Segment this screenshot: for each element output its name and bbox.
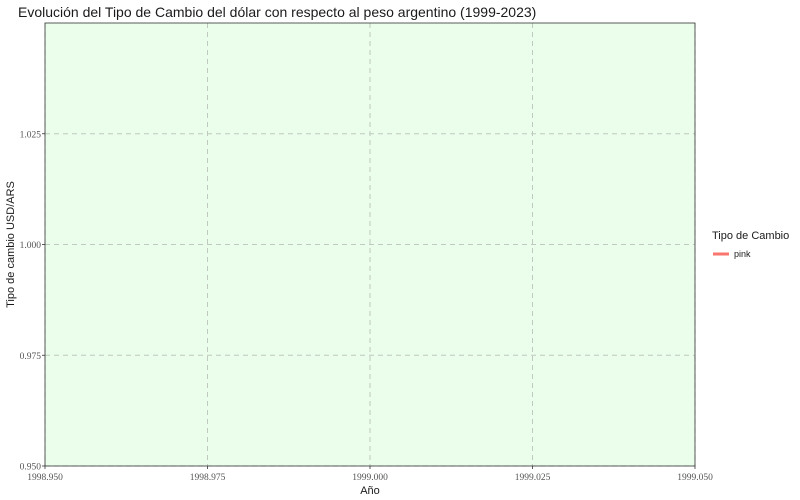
y-axis-title: Tipo de cambio USD/ARS [5,181,17,308]
legend-title: Tipo de Cambio [712,230,789,242]
x-tick-label: 1998.975 [190,473,226,483]
y-axis-ticks: 0.950 0.975 1.000 1.025 [20,130,45,473]
y-tick-label: 0.950 [20,463,42,473]
x-tick-label: 1999.000 [352,473,388,483]
y-tick-label: 0.975 [20,352,42,362]
x-tick-label: 1999.025 [515,473,551,483]
legend-label-pink: pink [734,249,751,259]
y-tick-label: 1.025 [20,130,42,140]
x-axis-ticks: 1998.950 1998.975 1999.000 1999.025 1999.050 [27,466,713,483]
x-axis-title: Año [360,485,380,497]
y-tick-label: 1.000 [20,241,42,251]
legend: Tipo de Cambio pink [712,230,789,259]
x-tick-label: 1999.050 [677,473,713,483]
chart-title: Evolución del Tipo de Cambio del dólar c… [18,4,537,20]
x-tick-label: 1998.950 [27,473,63,483]
